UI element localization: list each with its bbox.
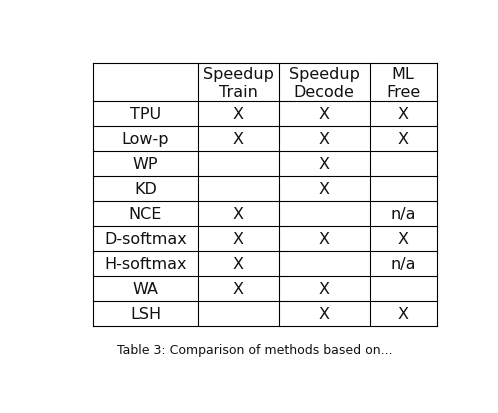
- Text: X: X: [397, 107, 409, 122]
- Text: X: X: [397, 306, 409, 321]
- Text: X: X: [233, 107, 244, 122]
- Text: X: X: [319, 107, 330, 122]
- Text: H-softmax: H-softmax: [104, 256, 187, 271]
- Text: X: X: [233, 206, 244, 221]
- Text: TPU: TPU: [130, 107, 161, 122]
- Text: X: X: [319, 132, 330, 147]
- Text: ML
Free: ML Free: [386, 66, 420, 100]
- Text: Speedup
Decode: Speedup Decode: [289, 66, 360, 100]
- Text: X: X: [233, 232, 244, 247]
- Text: X: X: [319, 182, 330, 197]
- Text: Speedup
Train: Speedup Train: [203, 66, 274, 100]
- Text: X: X: [397, 132, 409, 147]
- Text: WP: WP: [133, 157, 158, 172]
- Text: X: X: [319, 306, 330, 321]
- Text: KD: KD: [134, 182, 157, 197]
- Text: X: X: [319, 232, 330, 247]
- Text: LSH: LSH: [130, 306, 161, 321]
- Text: X: X: [233, 132, 244, 147]
- Text: WA: WA: [132, 281, 158, 296]
- Text: X: X: [319, 281, 330, 296]
- Text: Table 3: Comparison of methods based on...: Table 3: Comparison of methods based on.…: [118, 344, 393, 356]
- Text: X: X: [397, 232, 409, 247]
- Text: n/a: n/a: [390, 256, 416, 271]
- Text: X: X: [233, 256, 244, 271]
- Text: D-softmax: D-softmax: [104, 232, 187, 247]
- Text: NCE: NCE: [129, 206, 162, 221]
- Text: X: X: [319, 157, 330, 172]
- Text: Low-p: Low-p: [122, 132, 169, 147]
- Text: n/a: n/a: [390, 206, 416, 221]
- Text: X: X: [233, 281, 244, 296]
